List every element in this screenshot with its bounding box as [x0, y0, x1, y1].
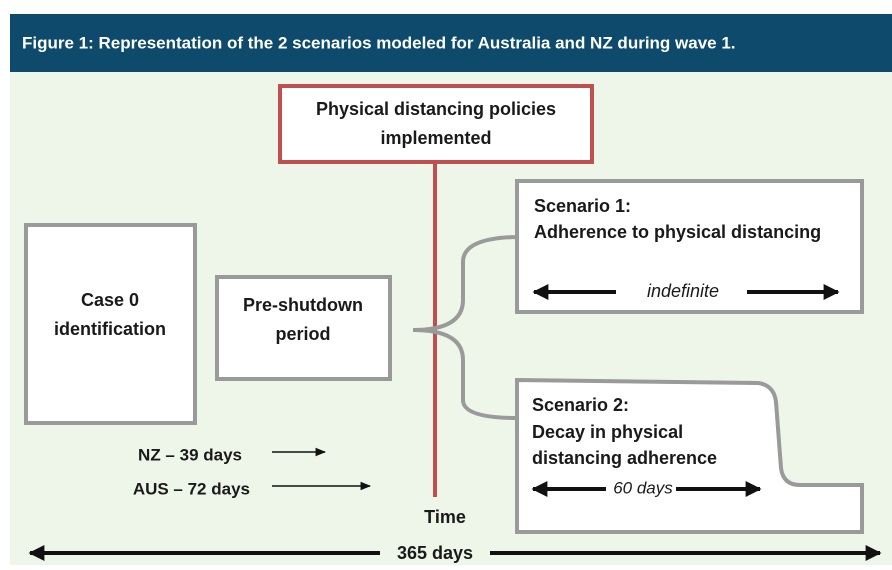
preshutdown-box	[215, 275, 392, 381]
scenario2-text: Scenario 2:	[532, 395, 629, 415]
case0-text: Case 0	[81, 290, 139, 310]
delay-label: AUS – 72 days	[133, 479, 250, 498]
case0-box	[24, 223, 197, 425]
scenario1-text: Adherence to physical distancing	[534, 222, 821, 242]
policy-text: Physical distancing policies	[316, 99, 556, 119]
policy-box	[278, 84, 594, 164]
preshutdown-text: period	[275, 324, 330, 344]
time-label: Time	[424, 507, 466, 527]
scenario1-text: Scenario 1:	[534, 196, 631, 216]
brace	[412, 235, 518, 420]
scenario1-duration: indefinite	[647, 281, 719, 301]
header-bar	[10, 14, 892, 72]
total-label: 365 days	[397, 543, 473, 563]
scenario2-box	[515, 377, 864, 534]
policy-text: implemented	[380, 128, 491, 148]
scenario2-text: Decay in physical	[532, 422, 683, 442]
scenario2-duration: 60 days	[613, 478, 673, 497]
scenario2-text: distancing adherence	[532, 448, 717, 468]
preshutdown-text: Pre-shutdown	[243, 295, 363, 315]
case0-text: identification	[54, 319, 166, 339]
header-title: Figure 1: Representation of the 2 scenar…	[22, 33, 736, 52]
delay-label: NZ – 39 days	[138, 445, 242, 464]
